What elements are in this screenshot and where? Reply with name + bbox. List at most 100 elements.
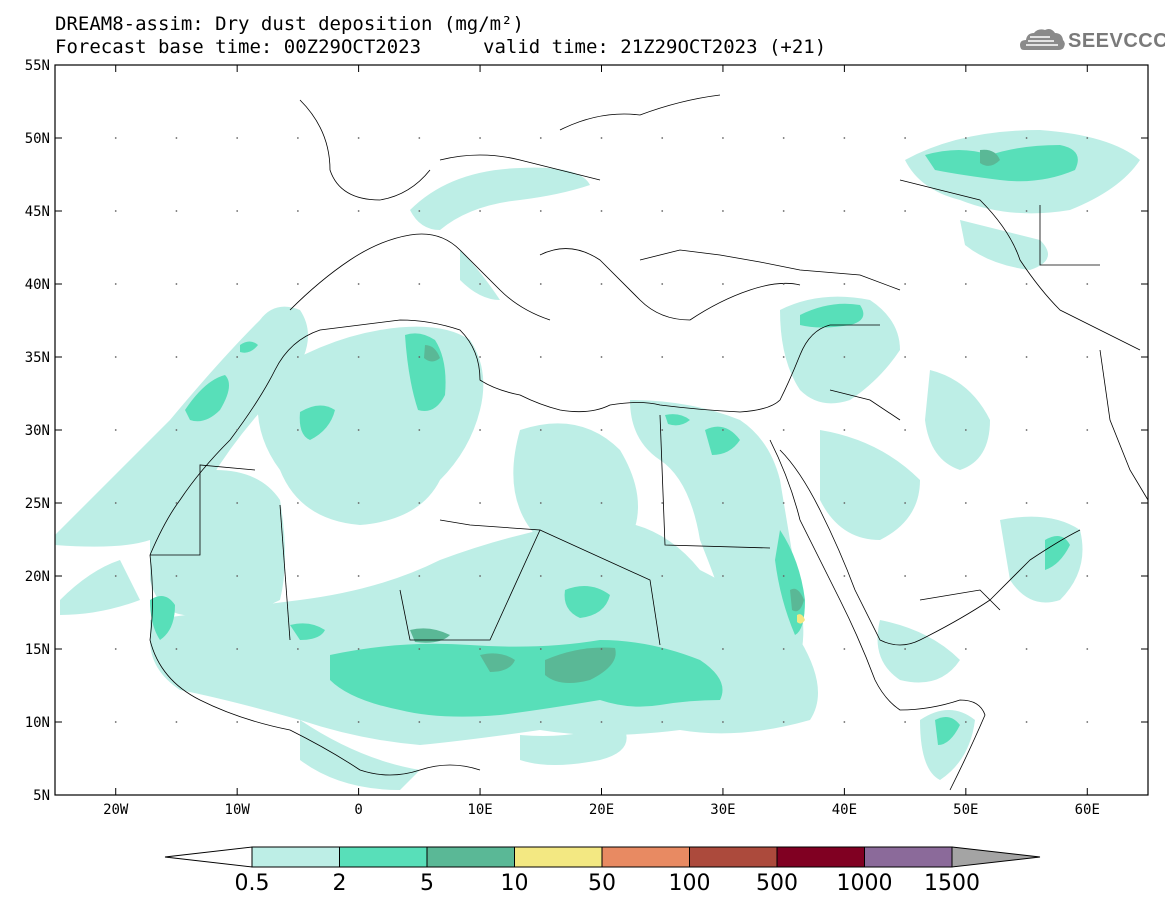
grid-dot xyxy=(782,575,785,577)
grid-dot xyxy=(418,429,421,431)
lat-tick-label: 10N xyxy=(25,715,50,731)
grid-dot xyxy=(296,283,299,285)
map-title: DREAM8-assim: Dry dust deposition (mg/m²… xyxy=(55,13,524,35)
colorbar-swatch xyxy=(251,846,340,868)
grid-dot xyxy=(782,502,785,504)
grid-dot xyxy=(479,283,481,285)
grid-dot xyxy=(964,283,967,285)
grid-dot xyxy=(236,648,239,650)
grid-dot xyxy=(722,648,724,650)
lon-tick-label: 30E xyxy=(710,802,735,818)
grid-dot xyxy=(357,283,360,285)
grid-dot xyxy=(904,137,907,139)
grid-dot xyxy=(904,283,907,285)
grid-dot xyxy=(843,356,846,358)
colorbar-swatch xyxy=(339,846,428,868)
colorbar-swatch xyxy=(689,846,778,868)
grid-dot xyxy=(479,210,481,212)
lon-tick-label: 50E xyxy=(953,802,978,818)
colorbar-swatch xyxy=(601,846,690,868)
grid-dot xyxy=(722,575,724,577)
grid-dot xyxy=(175,648,178,650)
grid-dot xyxy=(1025,502,1028,504)
grid-dot xyxy=(114,283,117,285)
grid-dot xyxy=(1025,210,1028,212)
lat-tick-label: 45N xyxy=(25,204,50,220)
grid-dot xyxy=(114,575,117,577)
grid-dot xyxy=(296,356,299,358)
lat-tick-label: 55N xyxy=(25,58,50,74)
grid-dot xyxy=(1025,356,1028,358)
grid-dot xyxy=(236,721,239,723)
colorbar-label: 500 xyxy=(756,871,798,896)
grid-dot xyxy=(600,575,603,577)
grid-dot xyxy=(1086,575,1089,577)
grid-dot xyxy=(722,429,724,431)
grid-dot xyxy=(357,575,360,577)
grid-dot xyxy=(539,575,542,577)
grid-dot xyxy=(904,721,907,723)
grid-dot xyxy=(479,575,481,577)
grid-dot xyxy=(539,356,542,358)
grid-dot xyxy=(236,137,239,139)
grid-dot xyxy=(236,283,239,285)
grid-dot xyxy=(964,502,967,504)
longitude-axis: 20W 10W 0 10E 20E 30E 40E 50E 60E xyxy=(103,65,1100,818)
grid-dot xyxy=(600,210,603,212)
coastlines-borders xyxy=(149,94,1149,791)
grid-dot xyxy=(1086,137,1089,139)
grid-dot xyxy=(600,137,603,139)
grid-dot xyxy=(722,210,724,212)
grid-dot xyxy=(843,575,846,577)
grid-dot xyxy=(1025,721,1028,723)
lat-tick-label: 25N xyxy=(25,496,50,512)
grid-dot xyxy=(782,721,785,723)
grid-dot xyxy=(357,648,360,650)
grid-dot xyxy=(600,721,603,723)
grid-dot xyxy=(1086,648,1089,650)
grid-dot xyxy=(114,721,117,723)
logo-text: SEEVCCC xyxy=(1068,30,1165,52)
grid-dot xyxy=(600,356,603,358)
grid-dot xyxy=(357,356,360,358)
grid-dot xyxy=(843,721,846,723)
grid-dot xyxy=(600,648,603,650)
lat-tick-label: 30N xyxy=(25,423,50,439)
grid-dot xyxy=(1025,429,1028,431)
deposition-field-peak xyxy=(797,614,805,624)
grid-dot xyxy=(418,721,421,723)
grid-dot xyxy=(1025,137,1028,139)
lon-tick-label: 10E xyxy=(467,802,492,818)
grid-dot xyxy=(782,283,785,285)
grid-dot xyxy=(722,356,724,358)
grid-dot xyxy=(782,137,785,139)
grid-dot xyxy=(964,648,967,650)
grid-dot xyxy=(600,429,603,431)
grid-dot xyxy=(175,210,178,212)
grid-dot xyxy=(661,721,664,723)
grid-dot xyxy=(964,356,967,358)
grid-dot xyxy=(236,210,239,212)
grid-dot xyxy=(479,137,481,139)
grid-dot xyxy=(236,575,239,577)
grid-dot xyxy=(114,502,117,504)
grid-dot xyxy=(782,648,785,650)
grid-dot xyxy=(722,283,724,285)
colorbar-under-arrow xyxy=(164,846,253,868)
grid-dot xyxy=(661,356,664,358)
colorbar-label: 1500 xyxy=(924,871,980,896)
grid-dot xyxy=(661,283,664,285)
grid-dot xyxy=(296,648,299,650)
grid-dot xyxy=(479,356,481,358)
grid-dot xyxy=(175,356,178,358)
lat-tick-label: 5N xyxy=(33,788,50,804)
grid-dot xyxy=(661,429,664,431)
grid-dot xyxy=(661,502,664,504)
colorbar-label: 0.5 xyxy=(235,871,270,896)
grid-dot xyxy=(175,283,178,285)
grid-dot xyxy=(722,502,724,504)
grid-dot xyxy=(843,502,846,504)
grid-dot xyxy=(843,283,846,285)
grid-dot xyxy=(296,502,299,504)
